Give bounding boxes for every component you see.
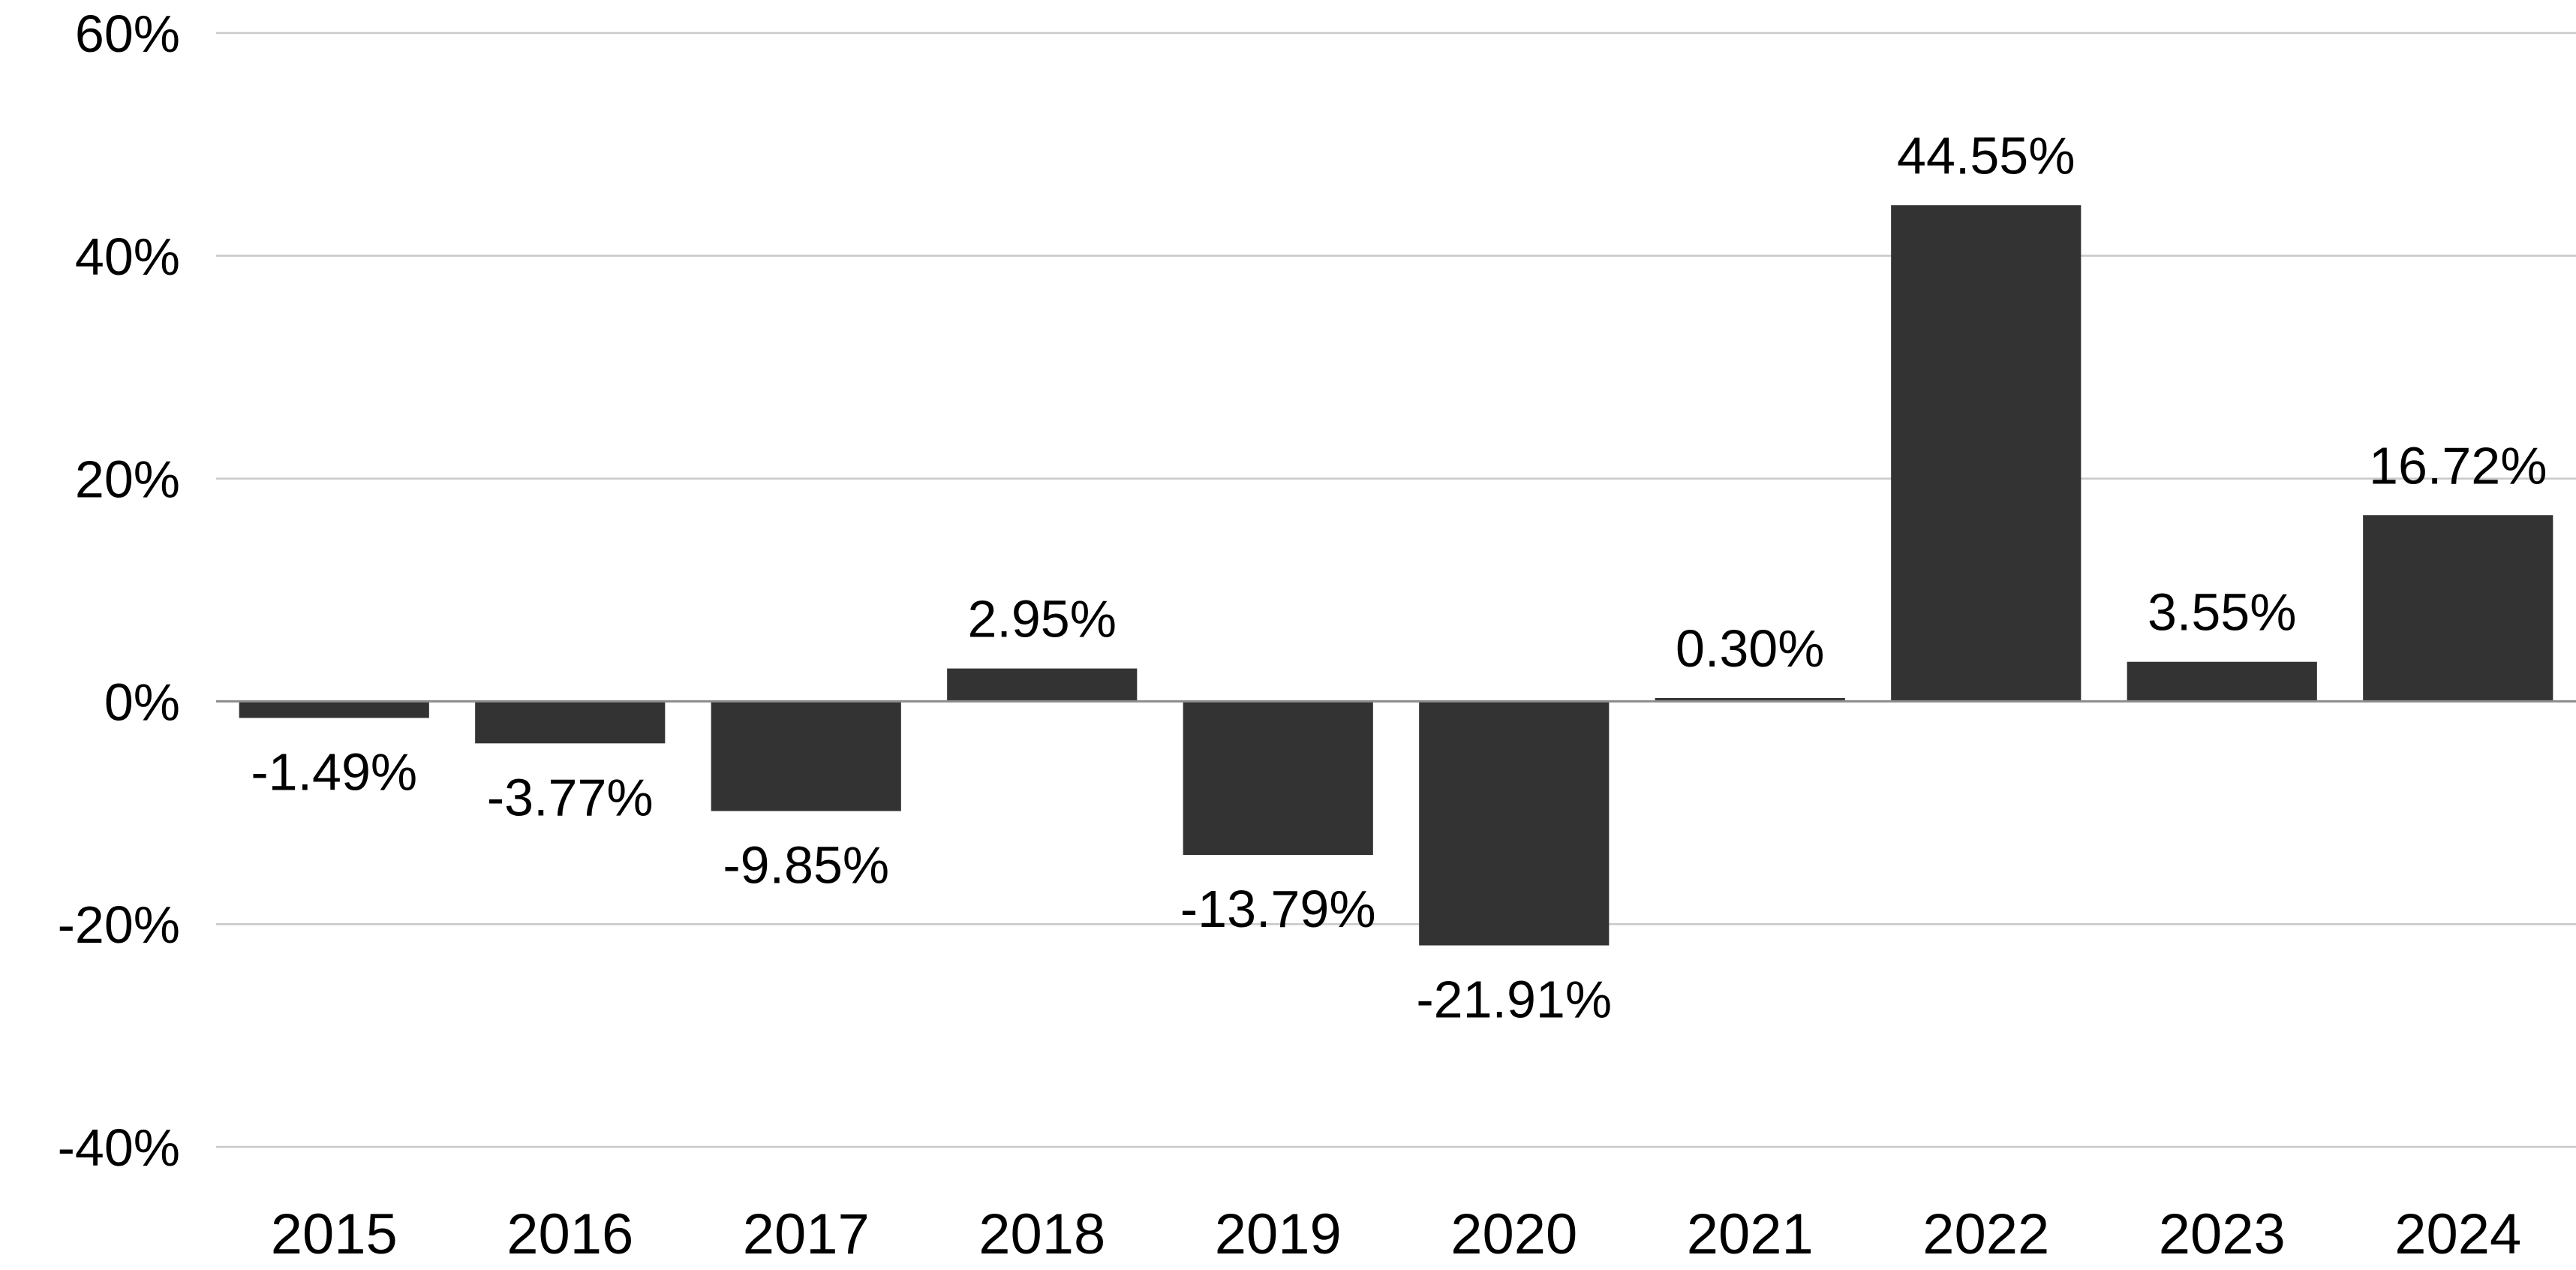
bar-2015	[239, 701, 429, 718]
bar-2020	[1419, 701, 1610, 946]
data-label-2018: 2.95%	[968, 590, 1117, 649]
bars	[239, 205, 2553, 946]
data-label-2016: -3.77%	[487, 768, 654, 826]
data-label-2021: 0.30%	[1676, 619, 1824, 678]
x-category-label: 2015	[271, 1202, 398, 1266]
gridlines	[216, 32, 2576, 1148]
data-label-2024: 16.72%	[2369, 436, 2547, 495]
data-labels: -1.49% -3.77% -9.85% 2.95% -13.79% -21.91% 0.3…	[251, 126, 2547, 1028]
y-tick-label: -40%	[58, 1118, 180, 1177]
bar-2019	[1183, 701, 1373, 856]
y-tick-label: 60%	[75, 5, 180, 63]
data-label-2023: 3.55%	[2148, 583, 2296, 642]
y-tick-label: 0%	[104, 673, 180, 731]
data-label-2015: -1.49%	[251, 743, 417, 802]
x-category-label: 2021	[1687, 1202, 1814, 1266]
x-category-label: 2018	[978, 1202, 1105, 1266]
data-label-2020: -21.91%	[1416, 971, 1612, 1029]
bar-2021	[1655, 697, 1845, 702]
x-category-label: 2019	[1215, 1202, 1342, 1266]
x-category-label: 2020	[1450, 1202, 1577, 1266]
bar-2016	[475, 701, 666, 744]
x-category-label: 2024	[2394, 1202, 2521, 1266]
x-category-label: 2023	[2159, 1202, 2286, 1266]
y-tick-label: -20%	[58, 895, 180, 954]
x-category-label: 2017	[743, 1202, 870, 1266]
bar-2018	[947, 668, 1138, 702]
x-category-label: 2022	[1922, 1202, 2049, 1266]
bar-2017	[711, 701, 901, 811]
x-category-label: 2016	[506, 1202, 633, 1266]
data-label-2019: -13.79%	[1180, 880, 1376, 938]
bar-2022	[1891, 205, 2082, 702]
data-label-2022: 44.55%	[1897, 126, 2075, 185]
bar-2024	[2363, 515, 2553, 702]
bar-2023	[2127, 661, 2317, 702]
y-tick-label: 40%	[75, 227, 180, 286]
data-label-2017: -9.85%	[723, 836, 889, 895]
x-axis-category-labels: 2015 2016 2017 2018 2019 2020 2021 2022 2023 2024	[271, 1202, 2522, 1266]
y-axis-tick-labels: 60% 40% 20% 0% -20% -40%	[58, 5, 180, 1177]
y-tick-label: 20%	[75, 450, 180, 509]
